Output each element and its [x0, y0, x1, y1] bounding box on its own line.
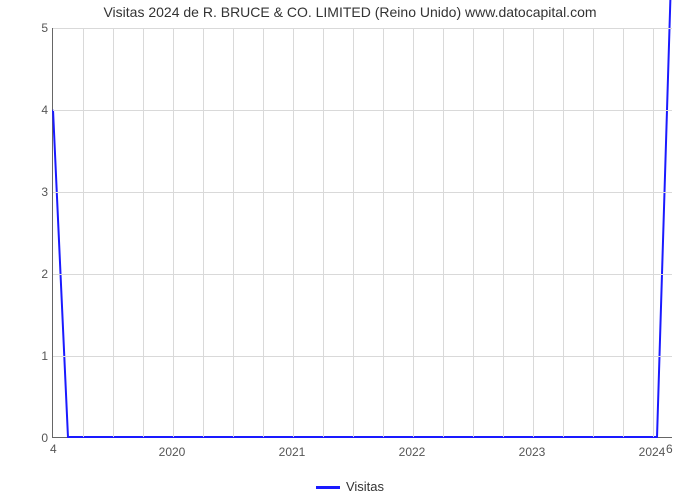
- vgridline: [383, 28, 384, 437]
- hgridline: [53, 274, 672, 275]
- vgridline: [653, 28, 654, 437]
- visits-line-chart: Visitas 2024 de R. BRUCE & CO. LIMITED (…: [0, 0, 700, 500]
- y-tick-label: 3: [30, 185, 48, 199]
- x-tick-label: 2020: [159, 445, 186, 459]
- last-value-label: 6: [666, 442, 673, 456]
- visits-polyline: [53, 0, 672, 437]
- x-tick-label: 2024: [639, 445, 666, 459]
- vgridline: [263, 28, 264, 437]
- vgridline: [353, 28, 354, 437]
- vgridline: [293, 28, 294, 437]
- vgridline: [473, 28, 474, 437]
- series-line: [53, 28, 672, 437]
- legend-swatch: [316, 486, 340, 489]
- vgridline: [443, 28, 444, 437]
- vgridline: [593, 28, 594, 437]
- hgridline: [53, 28, 672, 29]
- x-tick-label: 2022: [399, 445, 426, 459]
- vgridline: [533, 28, 534, 437]
- y-tick-label: 5: [30, 21, 48, 35]
- first-value-label: 4: [50, 442, 57, 456]
- chart-title: Visitas 2024 de R. BRUCE & CO. LIMITED (…: [0, 4, 700, 20]
- hgridline: [53, 192, 672, 193]
- y-tick-label: 4: [30, 103, 48, 117]
- plot-area: [52, 28, 672, 438]
- vgridline: [563, 28, 564, 437]
- vgridline: [83, 28, 84, 437]
- vgridline: [413, 28, 414, 437]
- vgridline: [203, 28, 204, 437]
- legend-label: Visitas: [346, 479, 384, 494]
- vgridline: [143, 28, 144, 437]
- y-tick-label: 1: [30, 349, 48, 363]
- hgridline: [53, 356, 672, 357]
- vgridline: [503, 28, 504, 437]
- vgridline: [173, 28, 174, 437]
- vgridline: [323, 28, 324, 437]
- x-tick-label: 2023: [519, 445, 546, 459]
- vgridline: [113, 28, 114, 437]
- x-tick-label: 2021: [279, 445, 306, 459]
- legend: Visitas: [0, 479, 700, 494]
- y-tick-label: 2: [30, 267, 48, 281]
- vgridline: [233, 28, 234, 437]
- vgridline: [623, 28, 624, 437]
- hgridline: [53, 110, 672, 111]
- y-tick-label: 0: [30, 431, 48, 445]
